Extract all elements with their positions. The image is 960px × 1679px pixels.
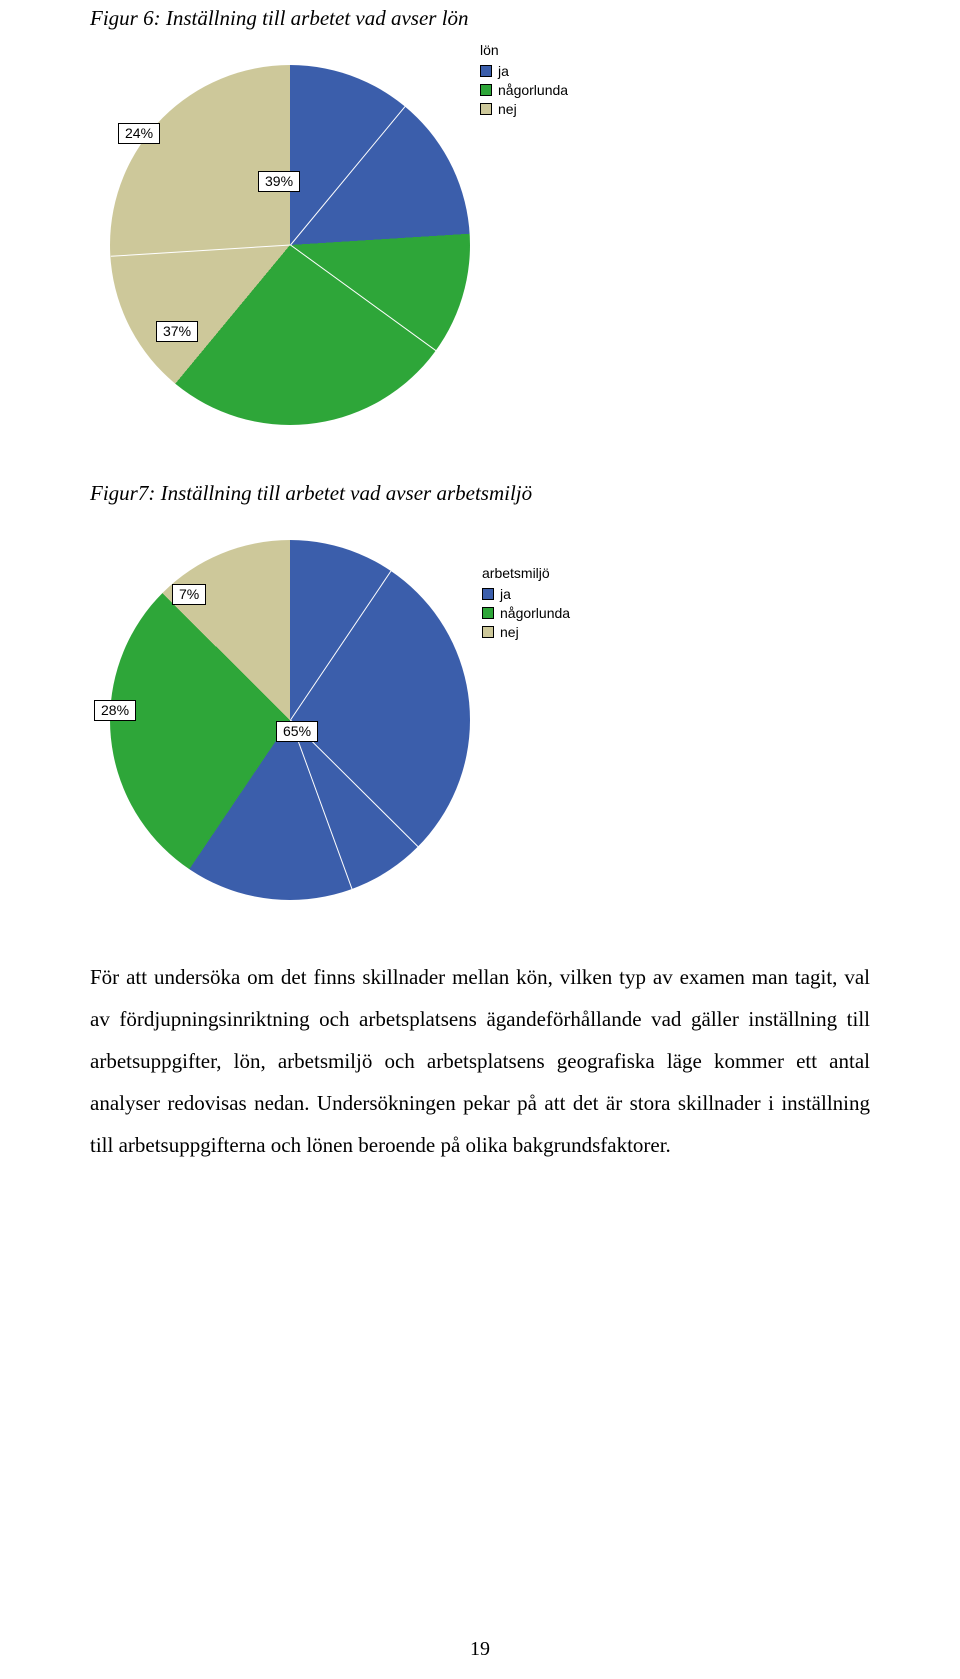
legend-title: arbetsmiljö xyxy=(482,564,570,583)
legend-item-ja: ja xyxy=(480,62,568,81)
swatch-nagorlunda xyxy=(482,607,494,619)
legend-item-ja: ja xyxy=(482,585,570,604)
page: Figur 6: Inställning till arbetet vad av… xyxy=(0,6,960,1679)
swatch-nej xyxy=(480,103,492,115)
legend-item-nej: nej xyxy=(482,623,570,642)
legend-label: någorlunda xyxy=(500,604,570,623)
legend-label: ja xyxy=(500,585,511,604)
figure6-chart: lön ja någorlunda nej 39% 37% 24% xyxy=(90,41,650,441)
legend-label: nej xyxy=(498,100,517,119)
figure7-legend: arbetsmiljö ja någorlunda nej xyxy=(482,564,570,642)
figure7-title: Figur7: Inställning till arbetet vad avs… xyxy=(90,481,870,506)
slice-label: 28% xyxy=(94,700,136,721)
legend-title: lön xyxy=(480,41,568,60)
figure7-pie xyxy=(110,540,470,900)
slice-label: 7% xyxy=(172,584,206,605)
figure6-title: Figur 6: Inställning till arbetet vad av… xyxy=(90,6,870,31)
swatch-ja xyxy=(482,588,494,600)
page-number: 19 xyxy=(0,1638,960,1661)
figure6-pie xyxy=(110,65,470,425)
swatch-nagorlunda xyxy=(480,84,492,96)
figure7-chart: arbetsmiljö ja någorlunda nej 65% 28% 7% xyxy=(90,516,650,916)
body-paragraph: För att undersöka om det finns skillnade… xyxy=(90,956,870,1166)
legend-label: nej xyxy=(500,623,519,642)
swatch-nej xyxy=(482,626,494,638)
slice-label: 37% xyxy=(156,321,198,342)
slice-label: 24% xyxy=(118,123,160,144)
figure6-legend: lön ja någorlunda nej xyxy=(480,41,568,119)
legend-item-nej: nej xyxy=(480,100,568,119)
swatch-ja xyxy=(480,65,492,77)
legend-item-nagorlunda: någorlunda xyxy=(480,81,568,100)
slice-label: 39% xyxy=(258,171,300,192)
slice-label: 65% xyxy=(276,721,318,742)
legend-label: ja xyxy=(498,62,509,81)
legend-item-nagorlunda: någorlunda xyxy=(482,604,570,623)
legend-label: någorlunda xyxy=(498,81,568,100)
